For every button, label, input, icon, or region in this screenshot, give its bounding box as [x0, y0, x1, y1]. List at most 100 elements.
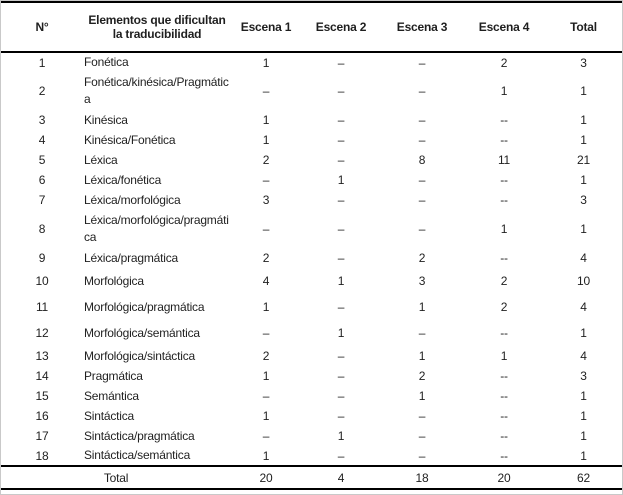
header-elementos: Elementos que dificultan la traducibilid… [83, 2, 231, 53]
cell-num: 12 [35, 326, 49, 340]
cell-e4: -- [500, 193, 508, 207]
cell-total: 4 [580, 300, 587, 314]
cell-e4: 1 [500, 222, 508, 236]
cell-e1: 2 [262, 153, 270, 167]
table-row: 16 Sintáctica 1 – – -- 1 [1, 406, 622, 426]
cell-num: 2 [38, 84, 46, 98]
table-row: 14 Pragmática 1 – 2 -- 3 [1, 366, 622, 386]
cell-e1: 4 [262, 274, 270, 288]
cell-num: 18 [35, 448, 49, 463]
cell-e1: – [262, 222, 270, 236]
cell-e1: – [262, 429, 270, 443]
cell-e2: – [337, 409, 345, 423]
cell-e1: 2 [262, 349, 270, 363]
cell-e1: – [262, 173, 270, 187]
header-escena-4: Escena 4 [463, 2, 545, 53]
cell-num: 15 [35, 389, 49, 403]
cell-e2: 1 [337, 429, 345, 443]
cell-e2: 1 [337, 274, 345, 288]
cell-e3: – [418, 409, 426, 423]
cell-e1: 1 [262, 55, 270, 70]
cell-label: Kinésica/Fonética [84, 132, 176, 147]
cell-e2: – [337, 84, 345, 98]
cell-num: 11 [35, 300, 49, 314]
cell-label: Sintáctica/semántica [84, 448, 191, 462]
cell-e2: – [337, 153, 345, 167]
cell-total: 21 [577, 153, 590, 167]
cell-e2: – [337, 389, 345, 403]
cell-e3: – [418, 84, 426, 98]
table-row: 3 Kinésica 1 – – -- 1 [1, 110, 622, 130]
cell-e4: -- [500, 251, 508, 265]
cell-e4: -- [500, 133, 508, 147]
cell-num: 10 [35, 274, 49, 288]
cell-e2: – [337, 448, 345, 463]
cell-e1: 1 [262, 113, 270, 127]
table-row: 10 Morfológica 4 1 3 2 10 [1, 268, 622, 294]
cell-e4: 2 [500, 274, 508, 288]
cell-num: 14 [35, 369, 49, 383]
cell-label: Léxica/morfológica [84, 192, 181, 207]
cell-e4: 11 [497, 153, 511, 167]
cell-label: Kinésica [84, 112, 128, 127]
cell-num: 5 [38, 153, 46, 167]
table-footer: Total 20 4 18 20 62 [1, 465, 622, 489]
total-overall: 62 [545, 465, 622, 489]
header-row: N° Elementos que dificultan la traducibil… [1, 2, 622, 53]
cell-e3: 1 [418, 389, 426, 403]
cell-total: 3 [580, 369, 587, 383]
cell-label: Semántica [84, 388, 139, 403]
cell-e2: – [337, 369, 345, 383]
cell-e4: -- [500, 429, 508, 443]
cell-total: 1 [580, 326, 587, 340]
cell-e1: 2 [262, 251, 270, 265]
total-row: Total 20 4 18 20 62 [1, 465, 622, 489]
cell-total: 3 [580, 55, 587, 70]
table-body: 1 Fonética 1 – – 2 3 2 Fonética/kinésica/Pragmát… [1, 52, 622, 466]
header-escena-3: Escena 3 [381, 2, 463, 53]
cell-e3: – [418, 55, 426, 70]
cell-e4: -- [500, 173, 508, 187]
cell-e3: 1 [418, 300, 426, 314]
cell-e1: 3 [262, 193, 270, 207]
cell-e2: – [337, 349, 345, 363]
cell-e1: 1 [262, 409, 270, 423]
cell-label: Fonética [84, 55, 129, 69]
cell-e2: – [337, 222, 345, 236]
table-row: 9 Léxica/pragmática 2 – 2 -- 4 [1, 248, 622, 268]
cell-total: 4 [580, 349, 587, 363]
cell-e3: – [418, 133, 426, 147]
cell-e2: 1 [337, 173, 345, 187]
cell-label: Sintáctica/pragmática [84, 428, 195, 443]
cell-e4: -- [500, 113, 508, 127]
cell-e2: – [337, 55, 345, 70]
cell-e1: 1 [262, 133, 270, 147]
table-row: 6 Léxica/fonética – 1 – -- 1 [1, 170, 622, 190]
cell-e4: 2 [500, 300, 508, 314]
cell-e1: 1 [262, 300, 270, 314]
cell-total: 10 [577, 274, 590, 288]
cell-label: Morfológica/pragmática [84, 299, 205, 314]
cell-num: 17 [35, 429, 49, 443]
cell-e2: – [337, 251, 345, 265]
cell-e4: -- [500, 326, 508, 340]
cell-e2: 1 [337, 326, 345, 340]
cell-e3: – [418, 113, 426, 127]
table-row: 2 Fonética/kinésica/Pragmática – – – 1 1 [1, 72, 622, 110]
table-row: 13 Morfológica/sintáctica 2 – 1 1 4 [1, 346, 622, 366]
table-row: 7 Léxica/morfológica 3 – – -- 3 [1, 190, 622, 210]
table-row: 11 Morfológica/pragmática 1 – 1 2 4 [1, 294, 622, 320]
cell-e4: 2 [500, 55, 508, 70]
cell-e3: – [418, 193, 426, 207]
cell-label: Morfológica/semántica [84, 325, 200, 340]
table-row: 12 Morfológica/semántica – 1 – -- 1 [1, 320, 622, 346]
cell-num: 16 [35, 409, 49, 423]
cell-total: 1 [580, 409, 587, 423]
cell-total: 1 [580, 429, 587, 443]
cell-e3: 2 [418, 251, 426, 265]
cell-total: 1 [580, 448, 587, 463]
cell-e4: 1 [500, 84, 508, 98]
cell-total: 1 [580, 173, 587, 187]
cell-e4: -- [500, 448, 508, 463]
